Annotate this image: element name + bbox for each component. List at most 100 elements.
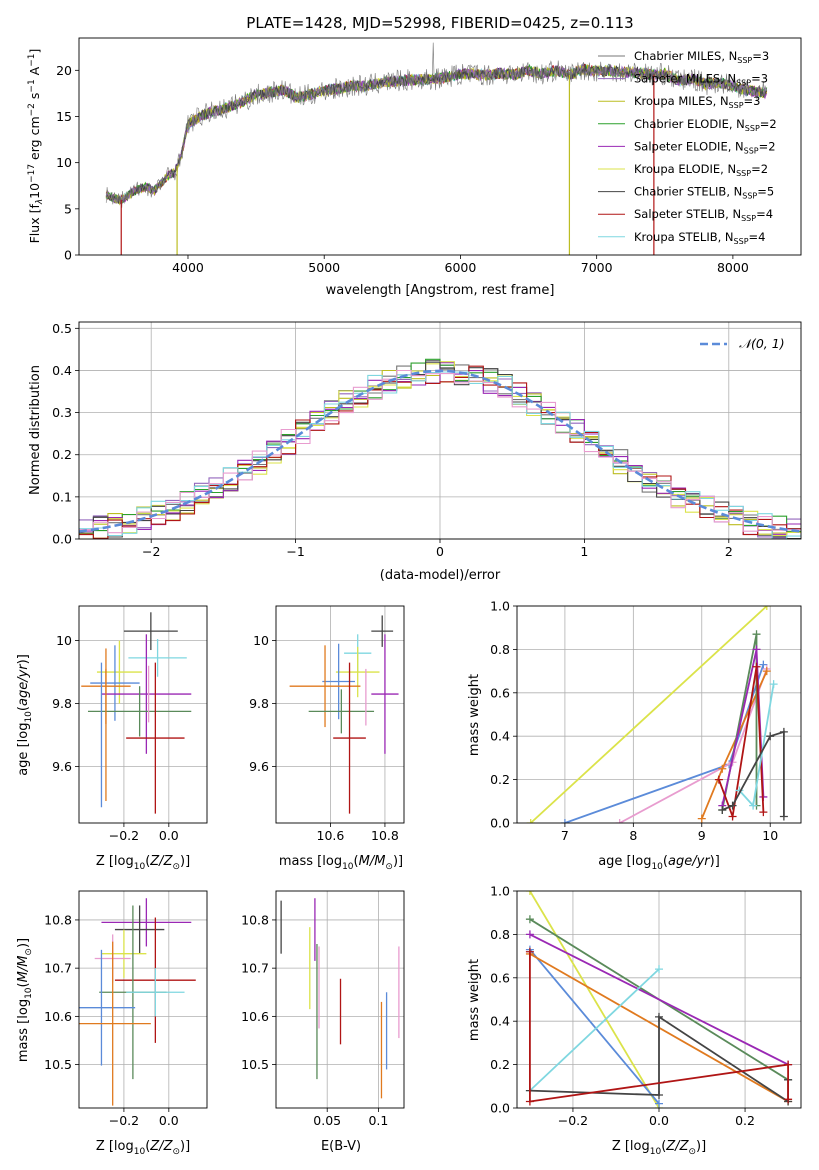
weight-marker	[728, 812, 737, 821]
axes-frame	[78, 890, 208, 1109]
figure-title: PLATE=1428, MJD=52998, FIBERID=0425, z=0…	[246, 14, 633, 32]
y-tick-label: 0.8	[490, 927, 510, 942]
weight-marker	[525, 930, 534, 939]
legend-label: Salpeter MILES, NSSP=3	[634, 72, 768, 88]
y-tick-label: 10.6	[44, 1009, 72, 1024]
y-tick-label: 20	[56, 63, 72, 78]
legend-label: Kroupa STELIB, NSSP=4	[634, 230, 765, 246]
y-tick-label: 0.6	[490, 970, 510, 985]
x-tick-label: 10.8	[371, 828, 399, 843]
x-tick-label: 7000	[581, 260, 613, 275]
y-tick-label: 10.8	[241, 912, 269, 927]
axes-frame	[78, 605, 208, 824]
weight-line	[530, 606, 768, 823]
histogram-step	[79, 365, 801, 539]
y-axis-label: mass weight	[467, 959, 482, 1041]
y-tick-label: 9.8	[52, 696, 72, 711]
x-tick-label: −0.2	[109, 1113, 139, 1128]
weight-marker	[525, 947, 534, 956]
panel-age_vs_Z: −0.2 0.0 9.6 9.8 10	[52, 605, 208, 843]
spectrum-line	[105, 64, 768, 206]
normal-curve	[79, 369, 801, 533]
weight-marker	[752, 645, 761, 654]
plot-area	[105, 42, 768, 255]
plot-area	[79, 358, 801, 539]
weight-line	[529, 968, 660, 1092]
y-axis-label: mass [log10(M/M⊙)]	[16, 938, 34, 1062]
x-tick-label: 8000	[717, 260, 749, 275]
plot-area	[526, 606, 788, 823]
panel-weight_vs_age: 7 8 9 10 0.0 0.2 0.4 0.6 0.8 1.0	[490, 599, 802, 843]
weight-marker	[718, 805, 727, 814]
y-axis-label: mass weight	[467, 674, 482, 756]
y-tick-label: 10.5	[241, 1057, 269, 1072]
weight-marker	[759, 808, 768, 817]
x-tick-label: 10	[762, 828, 778, 843]
y-axis-label: age [log10(age/yr)]	[16, 654, 34, 776]
x-tick-label: 0.0	[159, 828, 179, 843]
weight-line	[529, 1015, 789, 1104]
y-tick-label: 9.6	[52, 759, 72, 774]
weight-marker	[655, 1099, 663, 1108]
histogram-step	[79, 369, 801, 534]
x-tick-label: 7	[561, 828, 569, 843]
weight-marker	[759, 660, 768, 669]
legend-label: Chabrier ELODIE, NSSP=2	[634, 117, 777, 133]
y-tick-label: 10.8	[44, 912, 72, 927]
x-axis-label: Z [log10(Z/Z⊙)]	[612, 1139, 706, 1157]
x-tick-label: 10.6	[317, 828, 345, 843]
y-tick-label: 10.5	[44, 1057, 72, 1072]
x-tick-label: 9	[698, 828, 706, 843]
panel-spectrum: 4000 5000 6000 7000 8000 0 5 10 15 20	[56, 37, 802, 275]
y-tick-label: 0.2	[490, 772, 510, 787]
axes-frame	[275, 890, 405, 1109]
x-tick-label: −0.2	[558, 1113, 588, 1128]
weight-marker	[526, 819, 535, 823]
y-tick-label: 0.4	[490, 729, 510, 744]
weight-marker	[655, 1090, 663, 1099]
legend-label: Salpeter ELODIE, NSSP=2	[634, 139, 776, 155]
spectrum-line	[105, 65, 767, 204]
y-tick-label: 0.2	[490, 1057, 510, 1072]
y-tick-label: 0	[64, 248, 72, 263]
legend-label: Chabrier MILES, NSSP=3	[634, 49, 769, 65]
y-tick-label: 10	[253, 633, 269, 648]
x-axis-label: wavelength [Angstrom, rest frame]	[326, 283, 555, 298]
plot-area	[81, 612, 192, 814]
y-tick-label: 10.7	[44, 961, 72, 976]
weight-marker	[525, 1097, 534, 1106]
weight-marker	[779, 812, 788, 821]
weight-marker	[752, 662, 761, 671]
x-axis-label: mass [log10(M/M⊙)]	[279, 854, 403, 872]
weight-marker	[615, 819, 624, 823]
x-tick-label: −2	[142, 544, 160, 559]
x-tick-label: −0.2	[109, 828, 139, 843]
x-tick-label: 0.0	[649, 1113, 669, 1128]
y-tick-label: 0.3	[52, 405, 72, 420]
weight-marker	[766, 732, 775, 741]
y-tick-label: 1.0	[490, 884, 510, 899]
y-tick-label: 0.8	[490, 642, 510, 657]
y-tick-label: 10	[56, 155, 72, 170]
x-axis-label: E(B-V)	[321, 1139, 361, 1154]
weight-line	[529, 949, 660, 1105]
panel-mass_vs_ebv: 0.05 0.1 10.5 10.6 10.7 10.8	[241, 890, 405, 1128]
weight-marker	[762, 667, 771, 676]
y-axis-label: Normed distribution	[28, 365, 43, 495]
plot-area	[525, 891, 793, 1108]
y-tick-label: 10	[56, 633, 72, 648]
x-tick-label: 0.05	[313, 1113, 341, 1128]
x-axis-label: Z [log10(Z/Z⊙)]	[96, 1139, 190, 1157]
x-tick-label: 6000	[445, 260, 477, 275]
y-axis-label: Flux [fλ10−17 erg cm−2 s−1 A−1]	[27, 49, 45, 244]
weight-marker	[525, 891, 534, 895]
weight-marker	[784, 1060, 793, 1069]
y-tick-label: 0.0	[490, 1101, 510, 1116]
x-tick-label: 5000	[308, 260, 340, 275]
y-tick-label: 15	[56, 109, 72, 124]
legend-label: Salpeter STELIB, NSSP=4	[634, 207, 773, 223]
x-axis-label: Z [log10(Z/Z⊙)]	[96, 854, 190, 872]
x-tick-label: 0.1	[368, 1113, 388, 1128]
